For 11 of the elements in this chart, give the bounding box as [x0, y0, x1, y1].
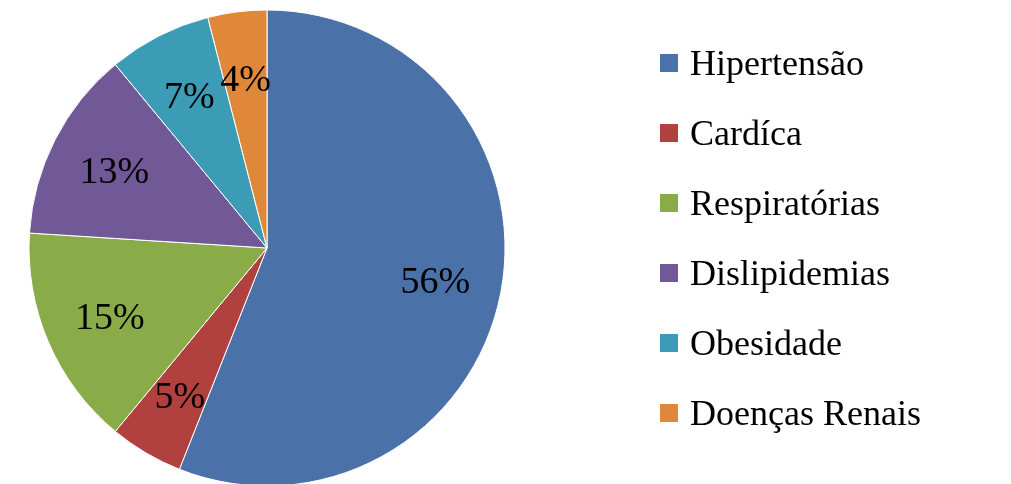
- data-label: 13%: [79, 149, 150, 192]
- data-label: 5%: [154, 374, 206, 417]
- data-label: 15%: [74, 295, 145, 338]
- legend-label: Doenças Renais: [690, 392, 921, 434]
- legend-label: Respiratórias: [690, 182, 880, 224]
- legend-label: Cardíca: [690, 112, 802, 154]
- legend-label: Dislipidemias: [690, 252, 890, 294]
- data-label: 56%: [400, 259, 471, 302]
- legend-label: Hipertensão: [690, 42, 864, 84]
- data-label: 7%: [163, 74, 215, 117]
- legend-label: Obesidade: [690, 322, 842, 364]
